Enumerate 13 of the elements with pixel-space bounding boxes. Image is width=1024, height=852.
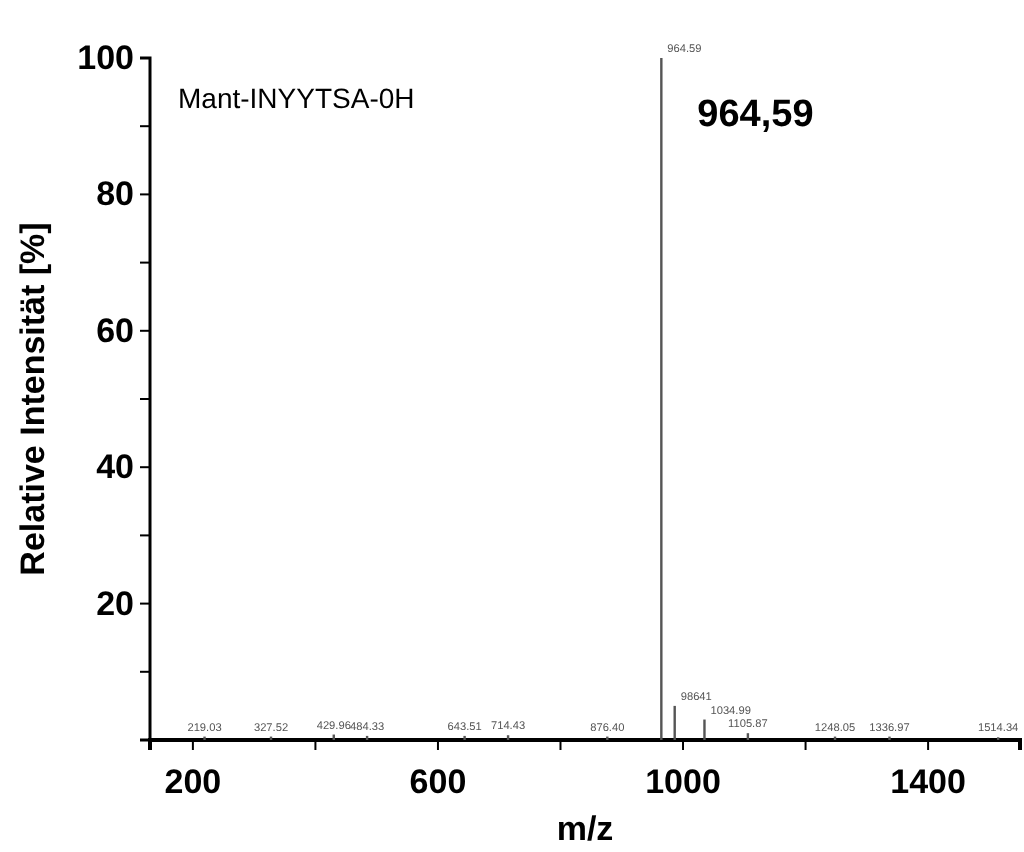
y-tick-label: 40 <box>96 448 134 487</box>
annotation: Mant-INYYTSA-0H <box>178 82 415 114</box>
y-tick-label: 100 <box>77 38 134 77</box>
y-tick-label: 60 <box>96 311 134 350</box>
x-tick-label: 1400 <box>890 763 966 802</box>
y-tick-label: 20 <box>96 584 134 623</box>
y-tick-label: 80 <box>96 175 134 214</box>
x-tick-label: 200 <box>164 763 222 802</box>
x-axis-title: m/z <box>556 810 614 848</box>
x-tick-label: 1000 <box>645 763 721 802</box>
y-axis-title: Relative Intensität [%] <box>14 222 52 576</box>
x-tick-label: 600 <box>409 763 467 802</box>
annotation: 964,59 <box>697 94 814 136</box>
